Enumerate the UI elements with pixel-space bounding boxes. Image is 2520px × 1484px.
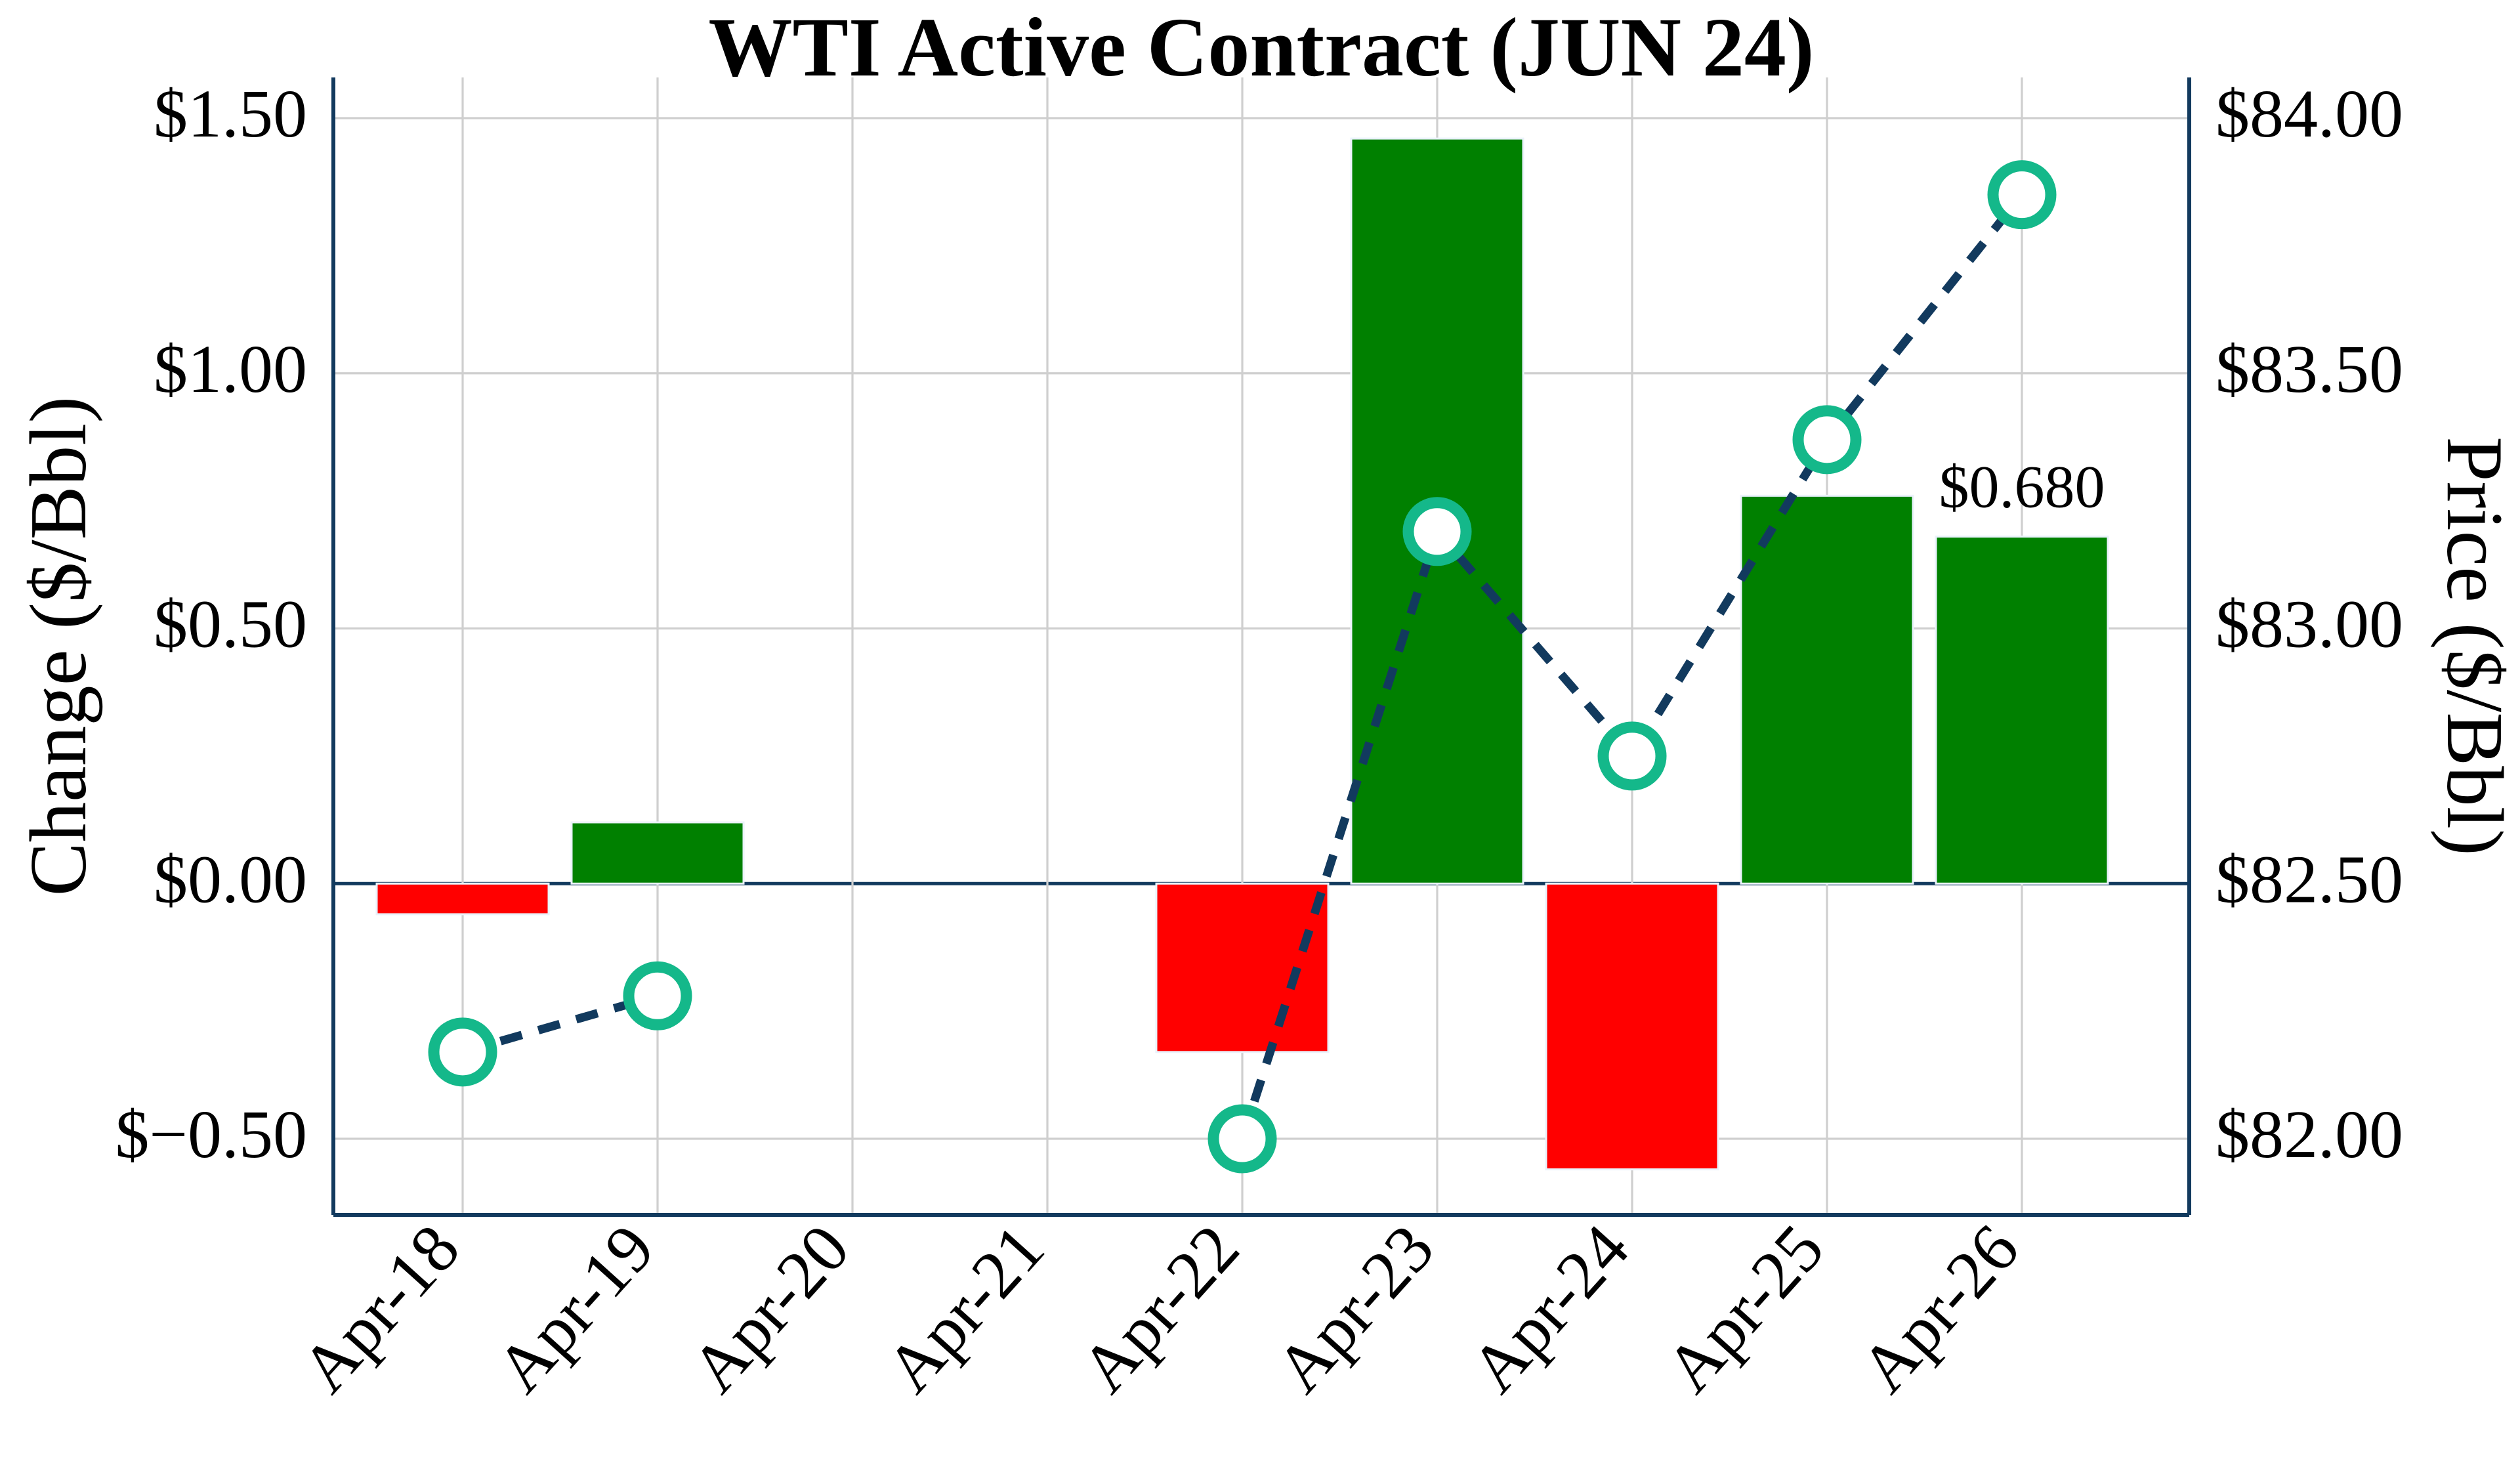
- svg-text:$0.680: $0.680: [1939, 454, 2105, 520]
- svg-text:$83.00: $83.00: [2216, 587, 2403, 662]
- svg-text:$1.00: $1.00: [154, 331, 307, 407]
- svg-text:$1.50: $1.50: [154, 76, 307, 152]
- svg-text:Price ($/Bbl): Price ($/Bbl): [2430, 436, 2520, 856]
- svg-text:$82.00: $82.00: [2216, 1097, 2403, 1172]
- svg-text:$−0.50: $−0.50: [115, 1097, 307, 1172]
- svg-text:$84.00: $84.00: [2216, 76, 2403, 152]
- svg-text:$82.50: $82.50: [2216, 841, 2403, 917]
- svg-text:WTI Active Contract (JUN 24): WTI Active Contract (JUN 24): [709, 1, 1815, 94]
- svg-text:$0.50: $0.50: [154, 587, 307, 662]
- svg-text:$83.50: $83.50: [2216, 331, 2403, 407]
- svg-text:$0.00: $0.00: [154, 841, 307, 917]
- svg-text:Change ($/Bbl): Change ($/Bbl): [13, 396, 103, 897]
